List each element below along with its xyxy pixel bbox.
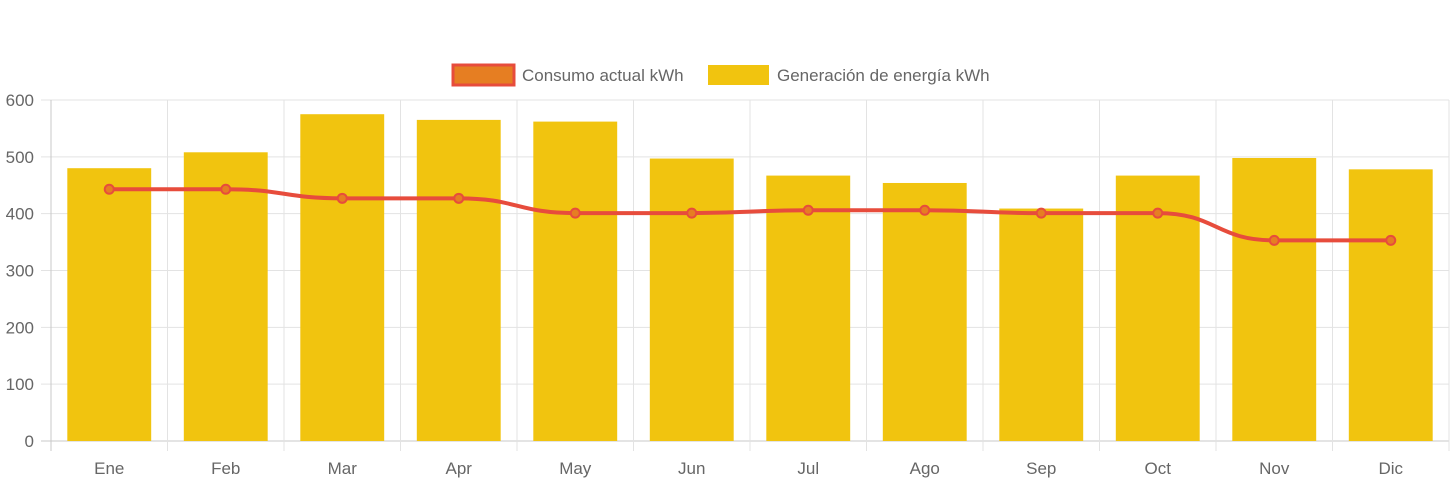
legend-item-consumo[interactable]: Consumo actual kWh [451,63,684,87]
y-tick-label-500: 500 [6,148,34,167]
point-jun [686,207,698,219]
bar-jun [649,158,734,441]
point-jul [802,204,814,216]
y-tick-label-100: 100 [6,375,34,394]
x-tick-label-apr: Apr [446,459,473,478]
x-tick-label-oct: Oct [1145,459,1172,478]
x-tick-label-dic: Dic [1378,459,1403,478]
legend[interactable]: Consumo actual kWh Generación de energía… [451,63,990,87]
y-tick-label-300: 300 [6,262,34,281]
point-oct [1152,207,1164,219]
legend-item-generacion[interactable]: Generación de energía kWh [708,65,990,85]
x-tick-label-may: May [559,459,592,478]
point-sep [1035,207,1047,219]
x-tick-label-ene: Ene [94,459,124,478]
bar-nov [1232,157,1317,441]
y-tick-label-0: 0 [25,432,34,451]
x-tick-label-feb: Feb [211,459,240,478]
point-dic [1385,234,1397,246]
bar-mar [300,114,385,441]
bar-feb [183,152,268,441]
point-nov [1268,234,1280,246]
x-tick-label-nov: Nov [1259,459,1290,478]
point-ago [919,204,931,216]
bar-dic [1348,169,1433,441]
bar-ene [67,168,152,441]
x-tick-label-sep: Sep [1026,459,1056,478]
point-feb [220,183,232,195]
point-mar [336,192,348,204]
bar-series-generacion [67,114,1433,442]
bar-may [533,121,618,441]
legend-swatch-generacion [708,65,769,85]
point-apr [453,192,465,204]
bar-oct [1115,175,1200,442]
bar-apr [416,119,501,442]
y-axis: 0 100 200 300 400 500 600 [6,91,34,451]
x-axis: Ene Feb Mar Apr May Jun Jul Ago Sep Oct Nov Dic [94,459,1403,478]
legend-label-consumo: Consumo actual kWh [522,66,684,85]
point-may [569,207,581,219]
bar-sep [999,208,1084,441]
legend-label-generacion: Generación de energía kWh [777,66,990,85]
x-tick-label-ago: Ago [910,459,940,478]
y-tick-label-400: 400 [6,205,34,224]
legend-swatch-consumo [451,63,516,87]
point-ene [103,183,115,195]
bar-jul [766,175,851,442]
x-tick-label-mar: Mar [328,459,358,478]
line-series-consumo [103,183,1397,246]
y-tick-label-600: 600 [6,91,34,110]
x-tick-label-jun: Jun [678,459,705,478]
x-tick-label-jul: Jul [797,459,819,478]
y-tick-label-200: 200 [6,318,34,337]
line-path-consumo [107,187,1393,243]
bar-ago [882,182,967,441]
